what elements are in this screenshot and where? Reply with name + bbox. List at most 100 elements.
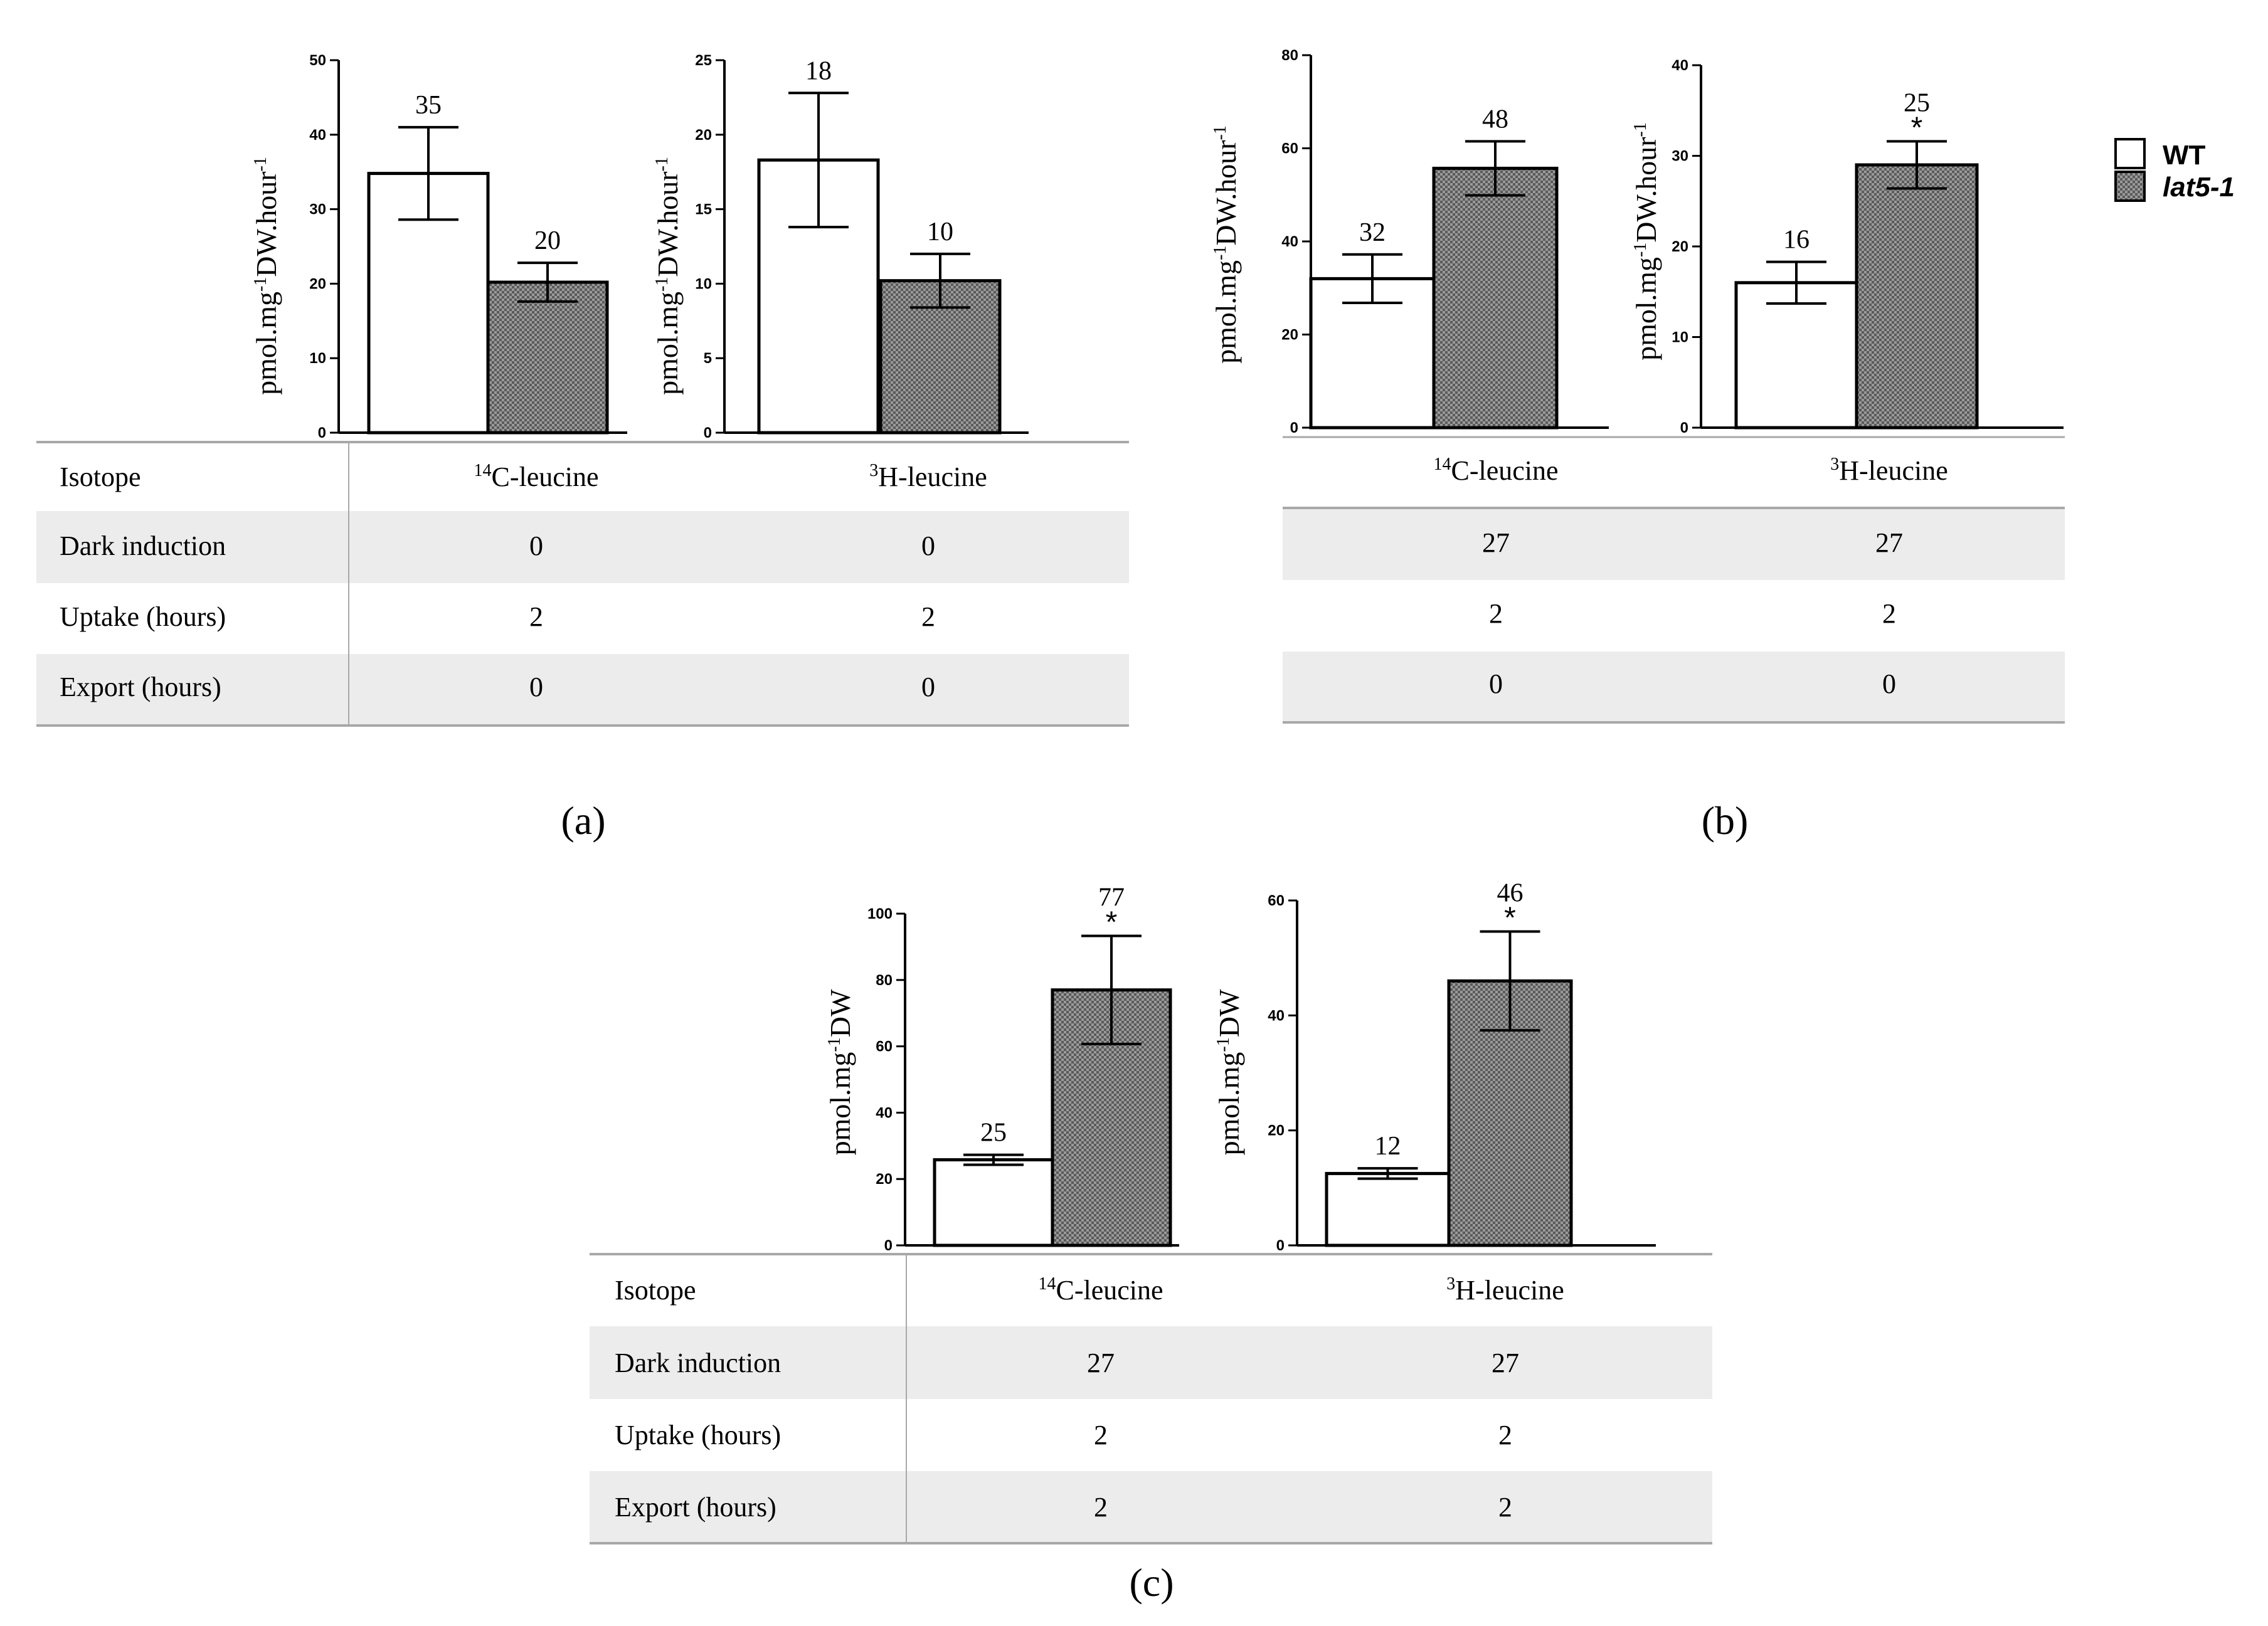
bar-mutant [1432,166,1559,430]
y-tick-label: 20 [695,127,712,144]
table-cell: 2 [1094,1492,1108,1523]
table-row-label: Dark induction [615,1348,781,1378]
y-tick-label: 0 [1276,1237,1285,1254]
table-header-col-2: 3H-leucine [869,461,987,492]
panel-c-chart-2: pmol.mg-1DW 0 20 40 60 12 *46 [1213,879,1656,1254]
value-label: 16 [1783,226,1810,255]
value-label: 25 [980,1119,1007,1148]
panel-b-chart-2-ylabel: pmol.mg-1DW.hour-1 [1630,122,1662,361]
y-tick-label: 20 [309,275,326,292]
table-header-col-2: 3H-leucine [1446,1274,1564,1306]
legend: WT lat5-1 [2114,138,2235,203]
table-row-shade [36,511,1129,583]
y-tick-label: 20 [1268,1122,1285,1139]
panel-a-chart-2: pmol.mg-1DW.hour-1 0 5 10 15 20 25 18 10 [652,52,1029,441]
y-tick-label: 5 [704,350,712,367]
table-row-label: Dark induction [60,531,226,561]
significance-star: * [1106,905,1118,939]
panel-c-chart-1-ylabel: pmol.mg-1DW [824,989,856,1155]
bar-wt [933,1158,1054,1247]
table-header-col-1: 14C-leucine [1038,1274,1163,1306]
table-cell: 0 [921,672,935,702]
value-label: 35 [415,91,442,120]
value-label: 32 [1359,218,1386,247]
panel-b-label: (b) [1702,798,1749,843]
y-tick-label: 30 [309,201,326,218]
y-tick-label: 30 [1672,148,1688,165]
value-label: 46 [1497,879,1523,908]
y-tick-label: 40 [1268,1007,1285,1024]
table-header-col-1: 14C-leucine [474,461,598,492]
legend-mutant-swatch [2114,171,2146,202]
value-label: 25 [1904,88,1930,117]
table-cell: 27 [1087,1348,1115,1378]
table-row-shade [590,1326,1712,1399]
y-tick-label: 0 [318,425,326,441]
y-tick-label: 80 [876,972,893,989]
panel-c-chart-2-plot: 0 20 40 60 12 *46 [1268,879,1656,1254]
table-cell: 0 [1489,668,1503,699]
panel-b-chart-1-plot: 0 20 40 60 80 32 48 [1281,47,1609,436]
panel-c-label: (c) [1129,1560,1174,1605]
bar-wt [1325,1171,1451,1247]
y-tick-label: 20 [876,1171,893,1188]
table-row-shade [590,1471,1712,1543]
y-tick-label: 100 [867,905,893,922]
bar-wt [1734,281,1858,430]
panel-a-label: (a) [561,798,605,843]
panel-b-chart-1-ylabel: pmol.mg-1DW.hour-1 [1210,125,1242,364]
panel-a-chart-2-ylabel: pmol.mg-1DW.hour-1 [652,157,684,395]
y-tick-label: 40 [1281,233,1298,250]
table-cell: 2 [1498,1492,1512,1523]
bar-mutant [1855,163,1979,430]
significance-star: * [1504,902,1516,935]
table-cell: 0 [529,531,543,561]
table-cell: 2 [921,601,935,632]
significance-star: * [1911,111,1923,144]
panel-a-chart-2-plot: 0 5 10 15 20 25 18 10 [695,52,1029,441]
panel-a-chart-1-ylabel: pmol.mg-1DW.hour-1 [250,157,282,395]
panel-b-chart-2: pmol.mg-1DW.hour-1 0 10 20 30 40 16 *25 [1630,57,2064,436]
legend-mutant-label: lat5-1 [2163,172,2235,203]
value-label: 10 [927,218,953,246]
panel-c-chart-1: pmol.mg-1DW 0 20 40 60 80 100 25 *77 [824,883,1179,1254]
value-label: 18 [805,56,832,85]
table-row-label: Export (hours) [60,672,221,702]
value-label: 20 [534,226,561,255]
table-cell: 0 [921,531,935,561]
y-tick-label: 20 [1672,238,1688,255]
table-header-col-2: 3H-leucine [1830,455,1947,486]
y-tick-label: 20 [1281,327,1298,344]
table-cell: 2 [529,601,543,632]
y-tick-label: 0 [704,425,712,441]
table-header-col-1: 14C-leucine [1433,455,1558,486]
table-row-label: Export (hours) [615,1492,776,1523]
table-row-label: Uptake (hours) [60,601,226,632]
table-cell: 2 [1489,598,1503,629]
table-row-shade [1283,652,2065,722]
table-header-label: Isotope [60,462,141,492]
panel-a-chart-1-plot: 0 10 20 30 40 50 35 20 [309,52,627,441]
value-label: 48 [1482,105,1508,134]
table-header-label: Isotope [615,1275,696,1306]
table-cell: 2 [1094,1420,1108,1450]
y-tick-label: 60 [876,1038,893,1055]
table-row-shade [36,654,1129,725]
y-tick-label: 60 [1281,140,1298,157]
y-tick-label: 40 [1672,57,1688,74]
table-cell: 2 [1498,1420,1512,1450]
table-cell: 27 [1875,527,1903,558]
panel-b-chart-2-plot: 0 10 20 30 40 16 *25 [1672,57,2064,436]
table-cell: 0 [1882,668,1896,699]
panel-a-table: Isotope 14C-leucine 3H-leucine Dark indu… [36,441,1129,727]
table-cell: 2 [1882,598,1896,629]
y-tick-label: 10 [1672,329,1688,346]
bar-mutant [486,280,609,435]
panel-b-chart-1: pmol.mg-1DW.hour-1 0 20 40 60 80 32 48 [1210,47,1609,436]
table-cell: 27 [1492,1348,1519,1378]
panel-c-table: Isotope 14C-leucine 3H-leucine Dark indu… [590,1253,1712,1544]
